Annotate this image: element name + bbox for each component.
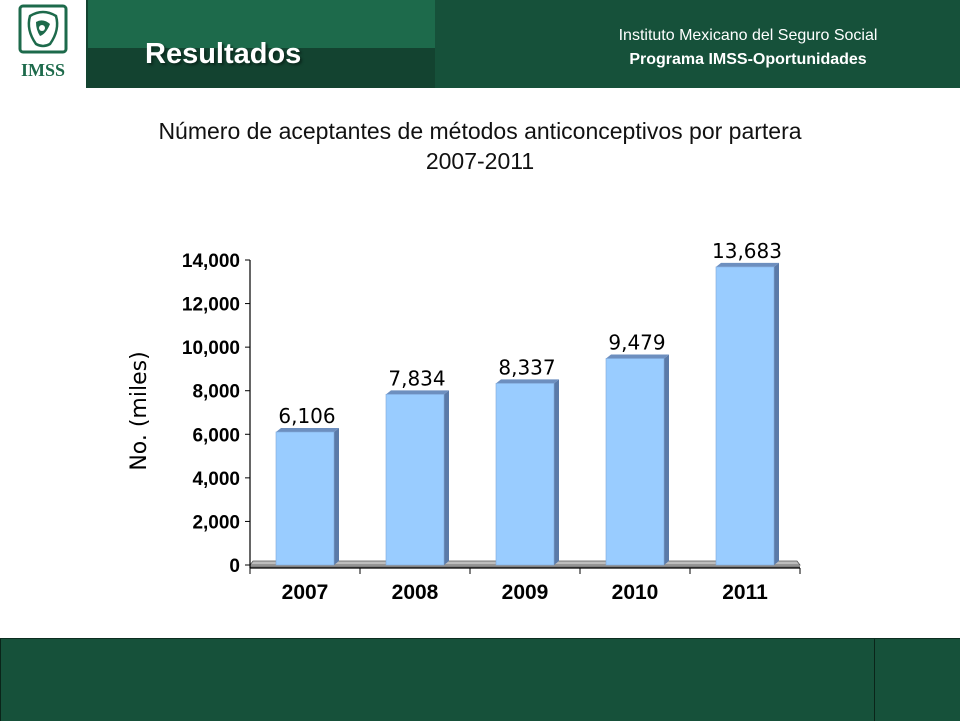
category-label: 2011	[722, 581, 768, 604]
bar-2008	[385, 390, 449, 566]
y-tick-label: 0	[229, 556, 240, 577]
category-label: 2008	[392, 581, 439, 604]
bar-top	[606, 354, 669, 359]
bar-side	[444, 390, 449, 565]
value-label: 13,683	[712, 239, 782, 263]
header-bar: IMSS Resultados Instituto Mexicano del S…	[0, 0, 960, 88]
bar-front	[605, 358, 665, 566]
category-label: 2009	[502, 581, 549, 604]
y-tick-label: 14,000	[182, 251, 240, 272]
imss-logo: IMSS	[0, 0, 88, 88]
chart-title-block: Número de aceptantes de métodos anticonc…	[60, 116, 900, 176]
bar-front	[275, 431, 335, 566]
institution-name: Instituto Mexicano del Seguro Social	[618, 27, 878, 44]
bar-side	[554, 379, 559, 565]
bar-top	[496, 379, 559, 384]
bar-front	[385, 394, 445, 566]
imss-emblem-icon: IMSS	[18, 4, 68, 80]
y-tick-label: 12,000	[182, 295, 240, 316]
bar-front	[495, 383, 555, 566]
bar-2009	[495, 379, 559, 566]
value-label: 6,106	[278, 404, 335, 428]
header-band-top	[88, 0, 435, 48]
bar-top	[386, 390, 449, 395]
y-tick-label: 8,000	[192, 382, 240, 403]
bar-chart-svg: 0 2,000 4,000 6,000 8,000 10,000 12,000 14,000 6…	[127, 239, 801, 604]
bar-side	[774, 262, 779, 565]
bar-front	[715, 266, 775, 566]
bar-chart: 0 2,000 4,000 6,000 8,000 10,000 12,000 14,000 6…	[0, 200, 960, 625]
header-band-bottom	[88, 48, 435, 88]
chart-title: Número de aceptantes de métodos anticonc…	[158, 118, 802, 144]
y-tick-label: 2,000	[192, 512, 240, 533]
y-tick-label: 10,000	[182, 338, 240, 359]
program-name: Programa IMSS-Oportunidades	[629, 51, 867, 68]
logo-text: IMSS	[21, 60, 65, 80]
section-title: Resultados	[145, 38, 302, 70]
footer-bar	[0, 638, 960, 721]
bar-side	[664, 354, 669, 565]
bar-top	[716, 262, 779, 267]
bar-side	[334, 427, 339, 565]
y-tick-label: 4,000	[192, 469, 240, 490]
y-tick-label: 6,000	[192, 425, 240, 446]
bar-2010	[605, 354, 669, 566]
value-label: 8,337	[498, 355, 555, 379]
bar-2011	[715, 262, 779, 566]
chart-subtitle: 2007-2011	[425, 148, 535, 174]
y-axis-label: No. (miles)	[127, 351, 152, 470]
footer-divider	[874, 639, 875, 721]
chart-floor-edge	[250, 565, 800, 568]
footer-edge	[0, 639, 1, 721]
bar-top	[276, 427, 339, 432]
category-label: 2010	[612, 581, 659, 604]
value-label: 9,479	[608, 330, 665, 354]
value-label: 7,834	[388, 366, 445, 390]
bar-2007	[275, 427, 339, 566]
category-label: 2007	[282, 581, 329, 604]
